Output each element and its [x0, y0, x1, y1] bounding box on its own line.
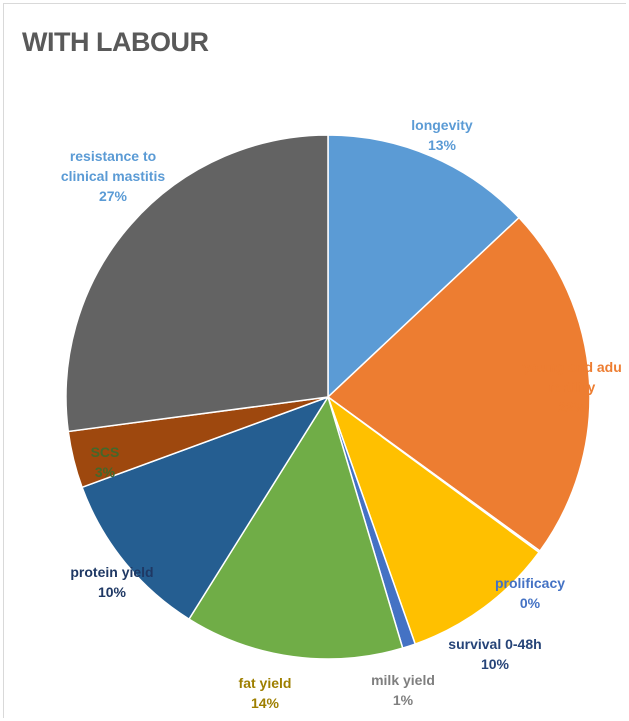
slice-label: young and adu fertility 22%	[522, 359, 622, 415]
slice-name: fertility	[549, 379, 596, 395]
slice-percent: 10%	[481, 656, 510, 672]
slice-percent: 10%	[98, 584, 127, 600]
slice-label: SCS 3%	[91, 444, 120, 480]
slice-name: clinical mastitis	[61, 168, 165, 184]
slice-name: longevity	[411, 117, 473, 133]
slice-name: fat yield	[239, 675, 292, 691]
pie-slice	[81, 395, 330, 621]
slice-percent: 22%	[558, 399, 587, 415]
chart-title: WITH LABOUR	[22, 27, 209, 57]
slice-name: resistance to	[70, 148, 156, 164]
slice-label: prolificacy 0%	[495, 575, 565, 611]
pie-slice	[326, 394, 541, 646]
slice-percent: 13%	[428, 137, 457, 153]
slice-label: fat yield 14%	[239, 675, 292, 711]
slice-name: young and adu	[522, 359, 622, 375]
slice-name: SCS	[91, 444, 120, 460]
pie-slice	[326, 216, 591, 553]
slice-label: protein yield 10%	[70, 564, 153, 600]
slice-label: resistance to clinical mastitis 27%	[61, 148, 165, 204]
slice-label: longevity 13%	[411, 117, 473, 153]
slice-name: milk yield	[371, 672, 435, 688]
pie-slice	[65, 134, 329, 433]
slice-percent: 1%	[393, 692, 414, 708]
slice-percent: 3%	[95, 464, 116, 480]
slice-name: protein yield	[70, 564, 153, 580]
slice-name: survival 0-48h	[448, 636, 541, 652]
slice-name: prolificacy	[495, 575, 565, 591]
chart-frame	[3, 3, 626, 718]
pie-slice	[187, 395, 404, 660]
slice-percent: 27%	[99, 188, 128, 204]
pie-slice	[327, 134, 521, 399]
slice-label: milk yield 1%	[371, 672, 435, 708]
slice-label: survival 0-48h 10%	[448, 636, 541, 672]
slice-percent: 0%	[520, 595, 541, 611]
slice-percent: 14%	[251, 695, 280, 711]
